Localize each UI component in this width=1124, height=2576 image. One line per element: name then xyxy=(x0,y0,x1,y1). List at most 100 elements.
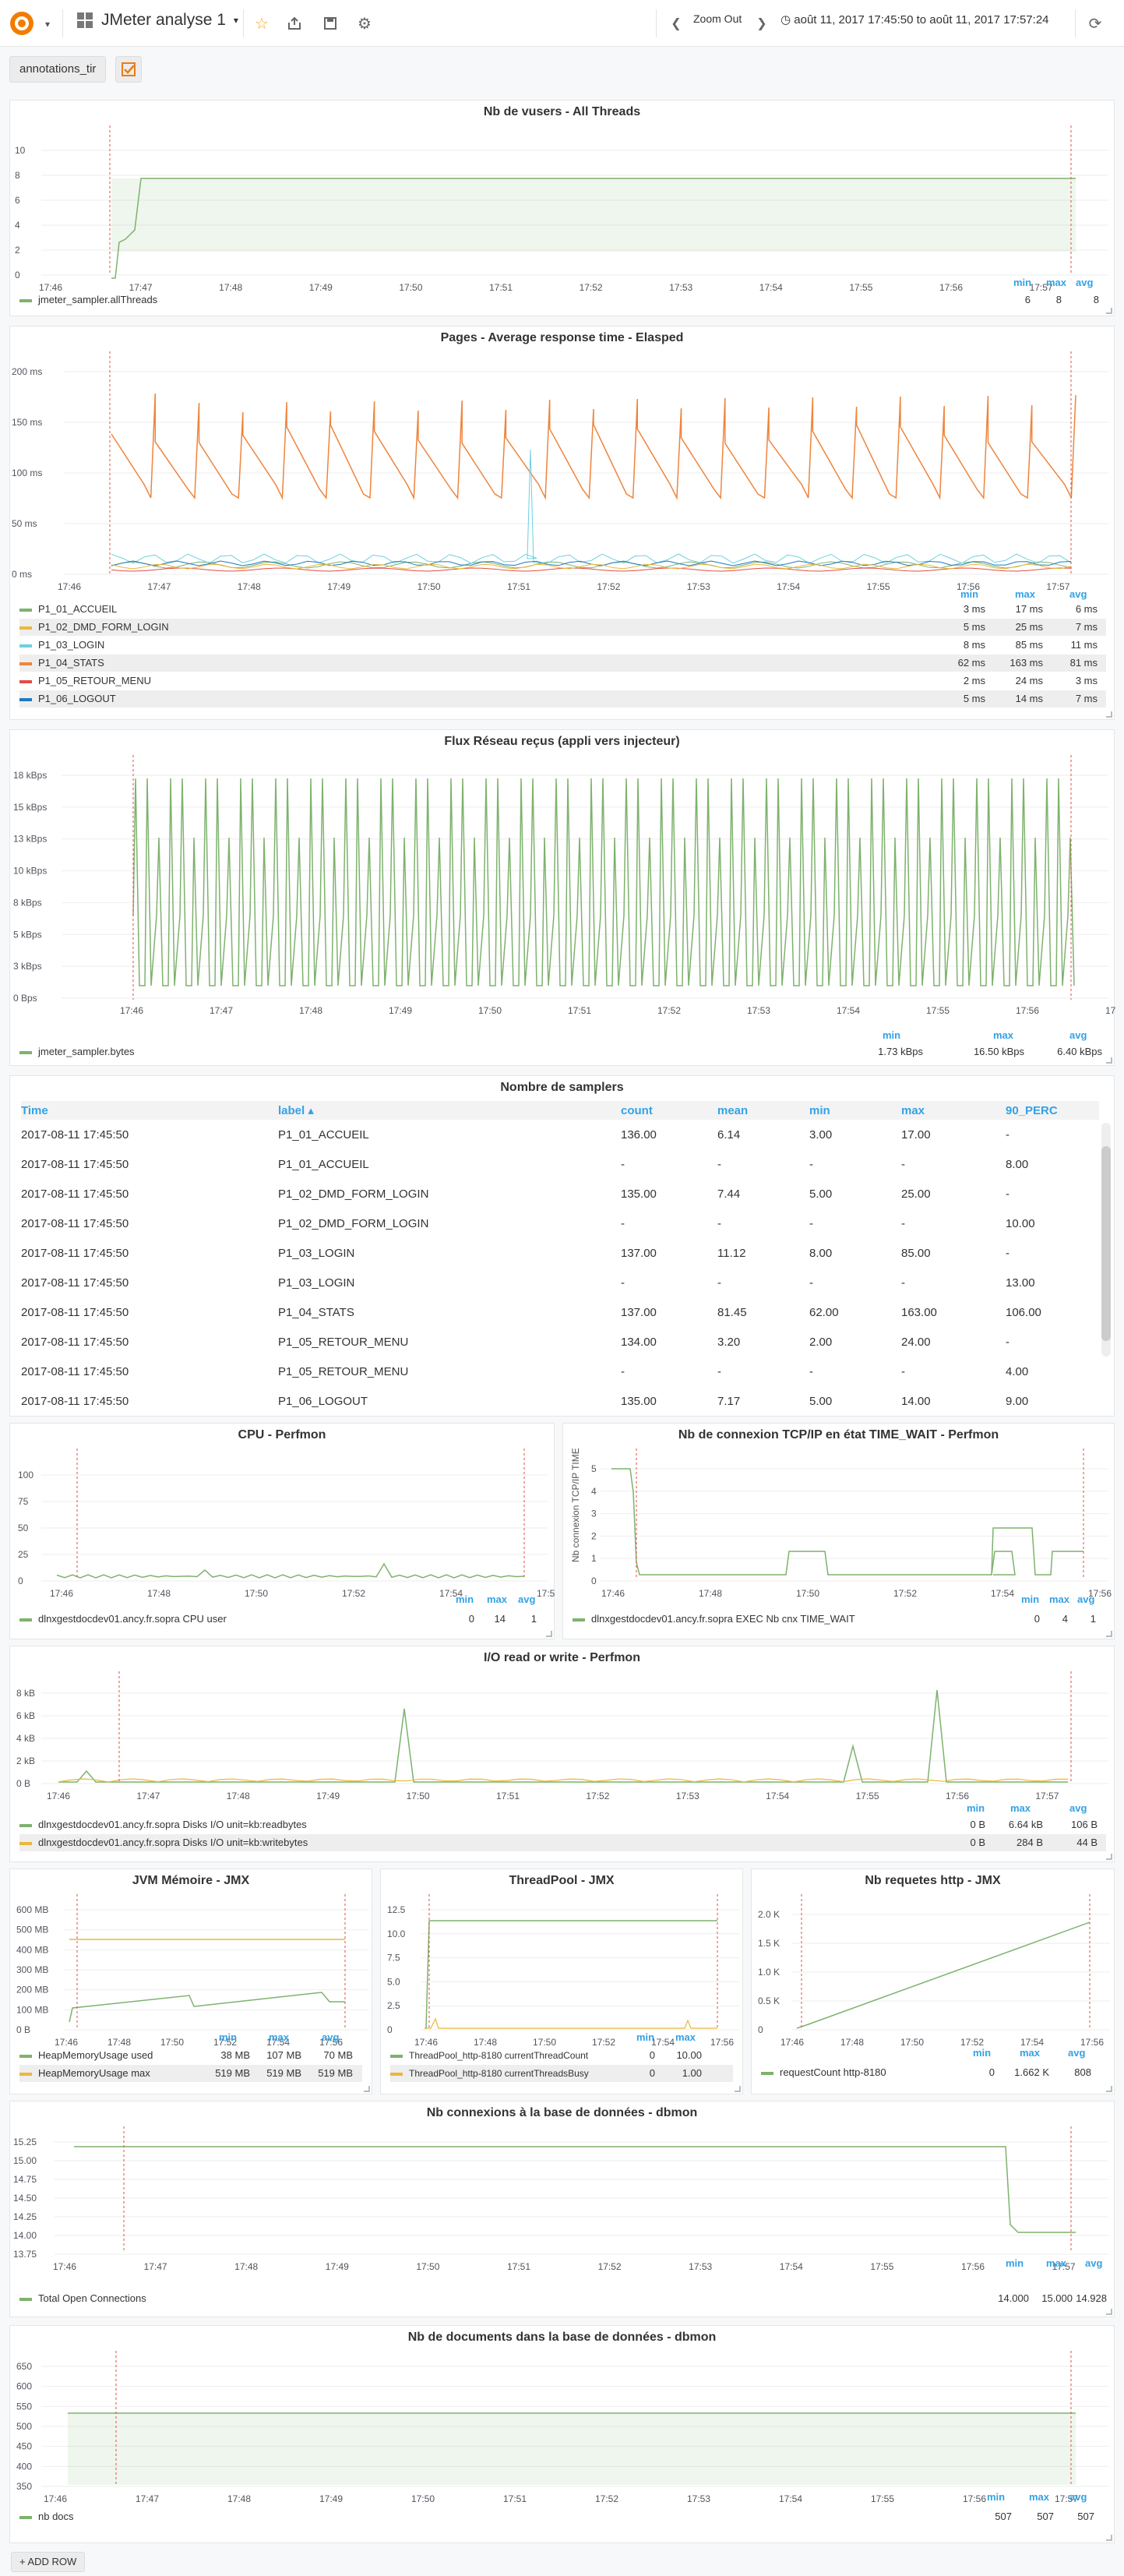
response-time-graph[interactable]: 200 ms 150 ms 100 ms 50 ms 0 ms 17:46 17:47 17:… xyxy=(10,348,1115,605)
legend-item[interactable]: requestCount http-8180 0 1.662 K 808 xyxy=(761,2064,1108,2081)
legend-head-min[interactable]: min xyxy=(636,2031,655,2043)
legend-head-min[interactable]: min xyxy=(967,1802,985,1814)
legend-head-avg[interactable]: avg xyxy=(1068,2047,1086,2059)
legend-head-max[interactable]: max xyxy=(1049,1593,1070,1605)
legend-item[interactable]: dlnxgestdocdev01.ancy.fr.sopra CPU user … xyxy=(19,1611,549,1628)
column-header[interactable]: mean xyxy=(717,1101,809,1120)
legend-head-avg[interactable]: avg xyxy=(322,2031,340,2043)
legend-item[interactable]: ThreadPool_http-8180 currentThreadsBusy … xyxy=(390,2065,733,2082)
panel-title[interactable]: ThreadPool - JMX xyxy=(509,1874,615,1887)
tcp-graph[interactable]: Nb connexion TCP/IP TIME WAIT 5 4 3 2 1 0 17:4… xyxy=(563,1445,1115,1601)
legend-item[interactable]: jmeter_sampler.bytes 1.73 kBps 16.50 kBp… xyxy=(19,1043,1106,1060)
resize-handle[interactable] xyxy=(1106,1631,1112,1637)
resize-handle[interactable] xyxy=(735,2086,741,2092)
legend-head-avg[interactable]: avg xyxy=(518,1593,536,1605)
legend-head-max[interactable]: max xyxy=(675,2031,696,2043)
legend-head-avg[interactable]: avg xyxy=(1069,1802,1087,1814)
panel-title[interactable]: Nb de documents dans la base de données … xyxy=(407,2331,717,2344)
resize-handle[interactable] xyxy=(1106,308,1112,314)
panel-title[interactable]: Nb de vusers - All Threads xyxy=(483,105,641,118)
resize-handle[interactable] xyxy=(1106,2535,1112,2541)
panel-title[interactable]: Nombre de samplers xyxy=(500,1081,624,1094)
save-icon[interactable] xyxy=(318,11,343,36)
legend-item[interactable]: dlnxgestdocdev01.ancy.fr.sopra Disks I/O… xyxy=(19,1816,1106,1833)
legend-item[interactable]: HeapMemoryUsage max 519 MB 519 MB 519 MB xyxy=(19,2065,362,2082)
legend-head-max[interactable]: max xyxy=(1015,588,1036,600)
legend-item[interactable]: ThreadPool_http-8180 currentThreadCount … xyxy=(390,2047,733,2064)
chevron-left-icon[interactable]: ❮ xyxy=(671,17,682,30)
annotations-checkbox[interactable] xyxy=(115,56,142,83)
legend-head-max[interactable]: max xyxy=(1046,277,1067,288)
legend-head-avg[interactable]: avg xyxy=(1069,2491,1087,2503)
resize-handle[interactable] xyxy=(1106,711,1112,718)
panel-title[interactable]: Pages - Average response time - Elasped xyxy=(440,331,684,344)
scrollbar-thumb[interactable] xyxy=(1101,1146,1111,1341)
legend-head-max[interactable]: max xyxy=(1010,1802,1031,1814)
legend-head-min[interactable]: min xyxy=(219,2031,238,2043)
http-graph[interactable]: 2.0 K 1.5 K 1.0 K 0.5 K 0 17:46 17:48 17:50 17:5… xyxy=(752,1891,1115,2047)
legend-item[interactable]: HeapMemoryUsage used 38 MB 107 MB 70 MB xyxy=(19,2047,362,2064)
panel-title[interactable]: Nb de connexion TCP/IP en état TIME_WAIT… xyxy=(678,1428,999,1442)
legend-item[interactable]: P1_05_RETOUR_MENU 2 ms 24 ms 3 ms xyxy=(19,672,1106,690)
legend-item[interactable]: P1_02_DMD_FORM_LOGIN 5 ms 25 ms 7 ms xyxy=(19,619,1106,636)
legend-item[interactable]: dlnxgestdocdev01.ancy.fr.sopra EXEC Nb c… xyxy=(573,1611,1110,1628)
dashboard-picker[interactable]: JMeter analyse 1 ▾ xyxy=(76,11,238,30)
legend-head-max[interactable]: max xyxy=(1029,2491,1050,2503)
refresh-icon[interactable]: ⟳ xyxy=(1088,15,1102,33)
resize-handle[interactable] xyxy=(546,1631,552,1637)
legend-head-avg[interactable]: avg xyxy=(1076,277,1094,288)
gear-icon[interactable]: ⚙ xyxy=(358,15,372,33)
resize-handle[interactable] xyxy=(1106,1854,1112,1860)
threadpool-graph[interactable]: 12.5 10.0 7.5 5.0 2.5 0 17:46 17:48 17:50 17:52 17… xyxy=(381,1891,744,2047)
panel-title[interactable]: Nb requetes http - JMX xyxy=(865,1874,1001,1887)
legend-head-min[interactable]: min xyxy=(1021,1593,1040,1605)
legend-item[interactable]: P1_04_STATS 62 ms 163 ms 81 ms xyxy=(19,655,1106,672)
panel-title[interactable]: Flux Réseau reçus (appli vers injecteur) xyxy=(444,735,680,748)
grafana-logo-icon[interactable] xyxy=(8,9,36,37)
legend-item[interactable]: dlnxgestdocdev01.ancy.fr.sopra Disks I/O… xyxy=(19,1834,1106,1851)
zoom-out-button[interactable]: Zoom Out xyxy=(693,12,742,25)
jvm-graph[interactable]: 600 MB 500 MB 400 MB 300 MB 200 MB 100 MB 0 B 1… xyxy=(10,1891,373,2047)
db-connections-graph[interactable]: 15.25 15.00 14.75 14.50 14.25 14.00 13.75 17:46… xyxy=(10,2123,1115,2279)
resize-handle[interactable] xyxy=(1106,1057,1112,1064)
legend-head-min[interactable]: min xyxy=(1013,277,1032,288)
star-icon[interactable]: ☆ xyxy=(255,15,269,33)
vusers-graph[interactable]: 10 8 6 4 2 0 17:46 17:47 17:48 17:49 17:50 17:51 17:… xyxy=(10,122,1115,302)
legend-head-max[interactable]: max xyxy=(1020,2047,1041,2059)
column-header[interactable]: 90_PERC xyxy=(1006,1101,1099,1120)
panel-title[interactable]: I/O read or write - Perfmon xyxy=(484,1651,640,1664)
legend-head-min[interactable]: min xyxy=(973,2047,992,2059)
resize-handle[interactable] xyxy=(1106,2309,1112,2315)
legend-item[interactable]: Total Open Connections 14.000 15.000 14.… xyxy=(19,2290,1107,2307)
legend-head-avg[interactable]: avg xyxy=(1085,2257,1103,2269)
legend-head-min[interactable]: min xyxy=(987,2491,1006,2503)
legend-item[interactable]: P1_01_ACCUEIL 3 ms 17 ms 6 ms xyxy=(19,601,1106,618)
chevron-down-icon[interactable]: ▾ xyxy=(45,19,51,30)
legend-item[interactable]: nb docs 507 507 507 xyxy=(19,2508,1106,2525)
legend-head-avg[interactable]: avg xyxy=(1069,1029,1087,1041)
panel-title[interactable]: JVM Mémoire - JMX xyxy=(132,1874,250,1887)
legend-head-min[interactable]: min xyxy=(1006,2257,1024,2269)
time-range-picker[interactable]: ◷ août 11, 2017 17:45:50 to août 11, 201… xyxy=(780,12,1049,26)
column-header[interactable]: Time xyxy=(21,1101,278,1120)
legend-head-max[interactable]: max xyxy=(487,1593,508,1605)
legend-item[interactable]: P1_03_LOGIN 8 ms 85 ms 11 ms xyxy=(19,637,1106,654)
column-header[interactable]: min xyxy=(809,1101,901,1120)
add-row-button[interactable]: + ADD ROW xyxy=(11,2552,86,2572)
legend-item[interactable]: P1_06_LOGOUT 5 ms 14 ms 7 ms xyxy=(19,690,1106,708)
resize-handle[interactable] xyxy=(364,2086,370,2092)
legend-head-max[interactable]: max xyxy=(993,1029,1014,1041)
cpu-graph[interactable]: 100 75 50 25 0 17:46 17:48 17:50 17:52 17:54 17:56 xyxy=(10,1445,555,1601)
legend-head-avg[interactable]: avg xyxy=(1077,1593,1095,1605)
column-header[interactable]: max xyxy=(901,1101,1006,1120)
panel-title[interactable]: CPU - Perfmon xyxy=(238,1428,326,1442)
legend-head-min[interactable]: min xyxy=(883,1029,901,1041)
legend-head-max[interactable]: max xyxy=(1046,2257,1067,2269)
resize-handle[interactable] xyxy=(1106,2086,1112,2092)
legend-item[interactable]: jmeter_sampler.allThreads 6 8 8 xyxy=(19,291,1106,309)
network-graph[interactable]: 18 kBps 15 kBps 13 kBps 10 kBps 8 kBps 5 kBps… xyxy=(10,752,1115,1032)
share-icon[interactable] xyxy=(282,11,307,36)
db-documents-graph[interactable]: 650 600 550 500 450 400 350 17:46 17:47 17:48 17:4… xyxy=(10,2348,1115,2504)
chevron-right-icon[interactable]: ❯ xyxy=(756,17,767,30)
legend-head-min[interactable]: min xyxy=(456,1593,474,1605)
